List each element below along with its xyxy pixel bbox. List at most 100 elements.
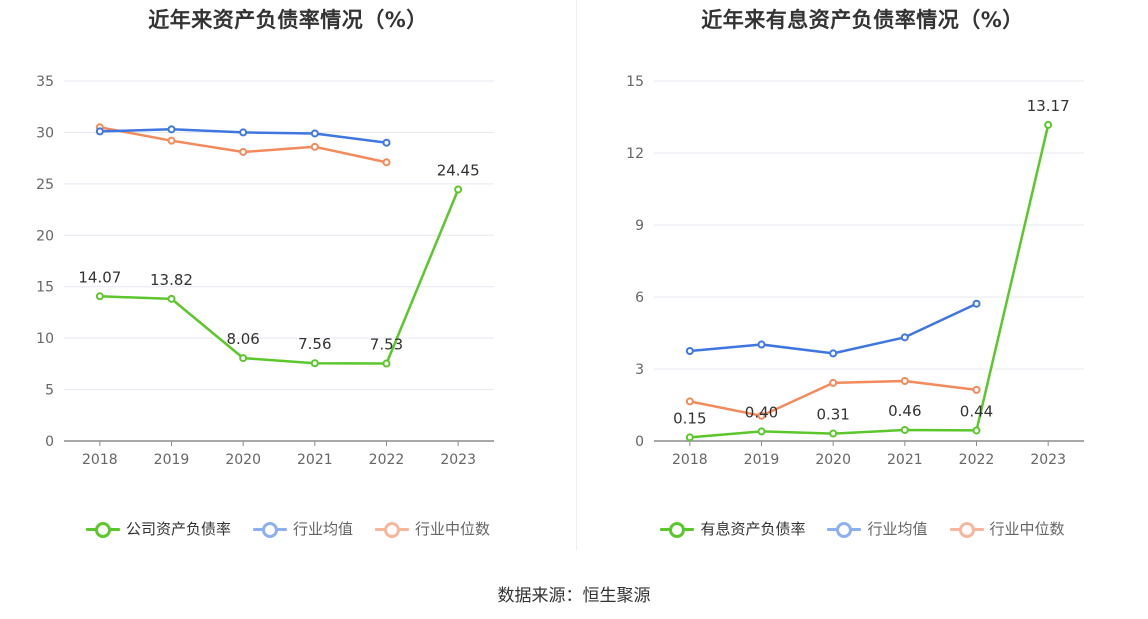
chart-title: 近年来有息资产负债率情况（%）: [701, 8, 1024, 32]
data-label: 0.46: [888, 402, 921, 420]
legend-label: 公司资产负债率: [125, 520, 231, 538]
x-tick-label: 2018: [672, 452, 708, 468]
data-label: 13.82: [150, 271, 193, 289]
data-label: 8.06: [226, 330, 259, 348]
data-point-average: [382, 138, 391, 147]
y-tick-label: 20: [36, 228, 54, 244]
data-point-average: [685, 347, 694, 355]
legend-label: 行业均值: [292, 520, 353, 538]
legend-label: 行业均值: [867, 520, 928, 538]
left-chart-panel: 近年来资产负债率情况（%） 0 5 10 15 20 25 30 35 2018 2019 2020…: [0, 0, 576, 560]
series-line-company: [689, 124, 1050, 439]
y-tick-label: 15: [36, 280, 54, 296]
x-tick-label: 2019: [744, 452, 780, 468]
y-tick-label: 12: [626, 146, 644, 162]
x-tick-label: 2022: [369, 452, 405, 468]
y-tick-label: 35: [36, 74, 54, 90]
legend-line-icon: [827, 521, 862, 538]
data-point-company: [829, 429, 838, 438]
legend: 有息资产负债率 行业均值 行业中位数: [577, 518, 1148, 539]
data-point-company: [95, 292, 104, 301]
data-point-median: [757, 411, 766, 420]
data-point-company: [382, 359, 391, 368]
legend-label: 行业中位数: [989, 520, 1065, 538]
series-line-average: [689, 302, 978, 355]
data-point-company: [454, 185, 463, 194]
data-point-median: [685, 397, 694, 406]
data-point-average: [167, 125, 176, 134]
x-tick-label: 2021: [887, 452, 923, 468]
legend-label: 有息资产负债率: [700, 520, 806, 538]
data-point-company: [167, 294, 176, 303]
legend-item-average[interactable]: 行业均值: [252, 518, 353, 539]
data-point-average: [757, 340, 766, 349]
data-point-average: [310, 129, 319, 138]
legend-line-icon: [85, 521, 120, 538]
y-tick-label: 30: [36, 125, 54, 141]
data-point-median: [829, 378, 838, 387]
data-label: 24.45: [437, 162, 480, 180]
debt-ratio-chart: 0 5 10 15 20 25 30 35 2018 2019 2020 2021 2022 2023 14…: [36, 74, 494, 468]
data-point-median: [382, 158, 391, 167]
y-tick-label: 25: [36, 177, 54, 193]
x-tick-label: 2023: [440, 452, 476, 468]
y-tick-label: 15: [626, 74, 644, 90]
data-point-average: [900, 333, 909, 342]
y-tick-label: 0: [45, 434, 54, 450]
legend-line-icon: [375, 521, 409, 538]
interest-debt-ratio-chart: 0 3 6 9 12 15 2018 2019 2020 2021 2022 2023 0.15 0.40…: [626, 74, 1084, 468]
data-source: 数据来源：恒生聚源: [497, 586, 651, 606]
x-tick-label: 2020: [815, 452, 851, 468]
legend-item-median[interactable]: 行业中位数: [375, 518, 490, 539]
data-label: 0.15: [673, 409, 706, 427]
data-label: 14.07: [78, 268, 121, 286]
data-point-company: [757, 427, 766, 436]
series-line-company: [99, 189, 460, 365]
right-chart-panel: 近年来有息资产负债率情况（%） 0 3 6 9 12 15 2018 2019 2020 2021…: [577, 0, 1148, 560]
data-label: 0.31: [816, 406, 849, 424]
data-label: 13.17: [1027, 97, 1070, 115]
legend-item-company[interactable]: 有息资产负债率: [660, 518, 805, 539]
y-tick-label: 9: [635, 218, 644, 234]
x-tick-label: 2023: [1030, 452, 1066, 468]
data-point-average: [239, 128, 248, 137]
x-tick-label: 2019: [154, 452, 190, 468]
legend-line-icon: [660, 521, 695, 538]
data-point-company: [972, 426, 981, 435]
x-tick-label: 2022: [959, 452, 995, 468]
legend-label: 行业中位数: [415, 520, 491, 538]
data-point-company: [900, 425, 909, 434]
y-tick-label: 5: [45, 383, 54, 399]
legend-item-company[interactable]: 公司资产负债率: [85, 518, 231, 539]
data-point-average: [972, 299, 981, 308]
y-tick-label: 3: [635, 362, 644, 378]
y-tick-label: 6: [635, 290, 644, 306]
data-point-median: [972, 385, 981, 394]
data-label: 7.56: [298, 335, 331, 353]
x-tick-label: 2020: [225, 452, 261, 468]
data-point-company: [239, 354, 248, 363]
data-point-median: [167, 136, 176, 145]
y-tick-label: 0: [635, 434, 644, 450]
data-point-average: [95, 127, 104, 136]
x-tick-label: 2021: [297, 452, 333, 468]
legend-line-icon: [949, 521, 984, 538]
x-tick-label: 2018: [82, 452, 118, 468]
legend: 公司资产负债率 行业均值 行业中位数: [0, 518, 576, 539]
y-tick-label: 10: [36, 331, 54, 347]
data-point-median: [239, 147, 248, 156]
data-point-median: [310, 142, 319, 151]
data-label: 0.44: [960, 402, 993, 420]
legend-item-average[interactable]: 行业均值: [827, 518, 928, 539]
data-point-company: [685, 433, 694, 442]
legend-line-icon: [252, 521, 287, 538]
data-label: 7.53: [370, 336, 403, 354]
data-point-median: [900, 377, 909, 385]
data-point-average: [829, 349, 838, 358]
chart-title: 近年来资产负债率情况（%）: [148, 8, 428, 32]
data-label: 0.40: [745, 403, 778, 421]
panel-divider: [576, 0, 577, 550]
data-point-company: [310, 359, 319, 368]
data-point-company: [1044, 120, 1053, 129]
legend-item-median[interactable]: 行业中位数: [949, 518, 1065, 539]
